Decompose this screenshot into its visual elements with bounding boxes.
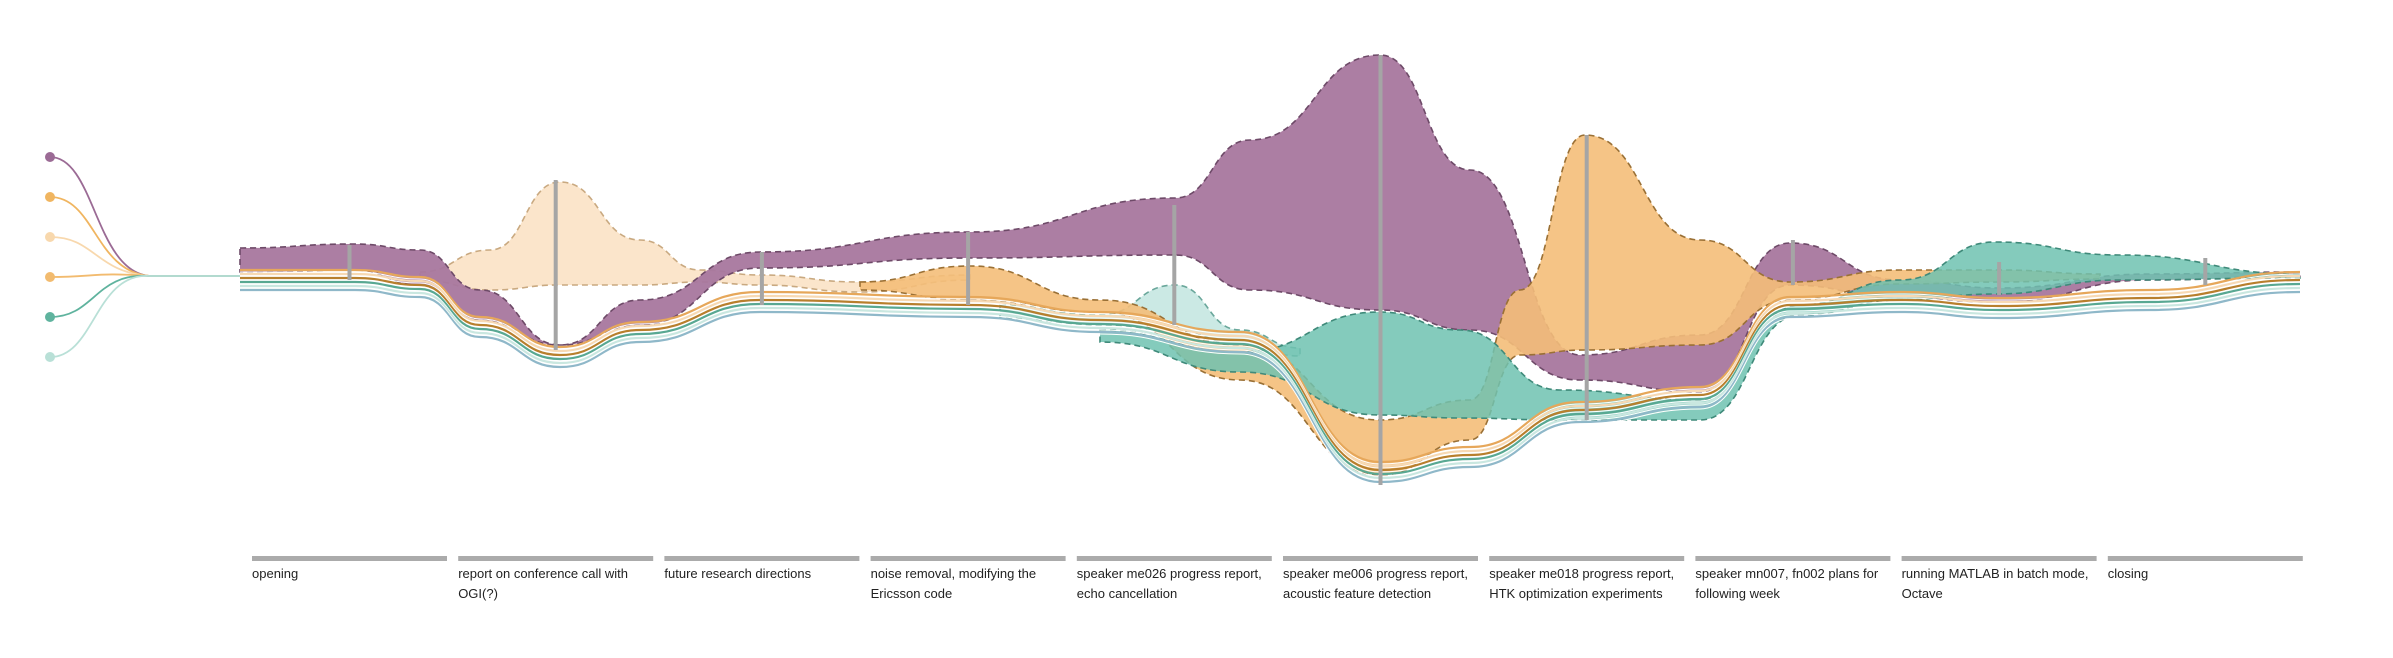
speaker-dot[interactable] xyxy=(45,232,55,242)
topic-bar[interactable] xyxy=(1076,556,1272,561)
topic-segment[interactable]: speaker me018 progress report, HTK optimi… xyxy=(1489,556,1685,601)
speaker-legend xyxy=(45,152,240,362)
topic-segment[interactable]: noise removal, modifying the Ericsson cod… xyxy=(870,556,1066,601)
speaker-thread-highlight xyxy=(240,287,2301,481)
speaker-origin-curve xyxy=(49,236,240,277)
topic-bar[interactable] xyxy=(1283,556,1478,561)
speaker-thread-highlight xyxy=(240,283,2301,477)
topic-label-line1: speaker me006 progress report, xyxy=(1283,566,1468,581)
topic-bar[interactable] xyxy=(664,556,860,561)
topic-bar[interactable] xyxy=(252,556,447,561)
topic-label-line1: speaker me018 progress report, xyxy=(1489,566,1674,581)
speaker-origin-curve xyxy=(49,196,240,277)
topic-bar[interactable] xyxy=(2107,556,2303,561)
topic-label-line2: Ericsson code xyxy=(871,586,953,601)
topic-bar[interactable] xyxy=(458,556,654,561)
topic-label-line1: opening xyxy=(252,566,298,581)
topic-label-line1: running MATLAB in batch mode, xyxy=(1902,566,2089,581)
topic-label-line2: Octave xyxy=(1902,586,1943,601)
speaker-thread-highlight xyxy=(240,291,2301,485)
stream-cream xyxy=(419,181,971,293)
topic-label-line1: closing xyxy=(2108,566,2148,581)
speaker-streams xyxy=(239,54,2301,485)
topic-segment[interactable]: future research directions xyxy=(664,556,860,581)
topic-label-line2: OGI(?) xyxy=(458,586,498,601)
speaker-dot[interactable] xyxy=(45,192,55,202)
topic-label-line2: HTK optimization experiments xyxy=(1489,586,1663,601)
speaker-thread-highlight xyxy=(240,271,2301,465)
topic-segment[interactable]: speaker mn007, fn002 plans for following … xyxy=(1695,556,1891,601)
topic-label-line2: acoustic feature detection xyxy=(1283,586,1431,601)
topic-bar[interactable] xyxy=(870,556,1066,561)
topic-bar[interactable] xyxy=(1695,556,1891,561)
topic-label-line1: speaker me026 progress report, xyxy=(1077,566,1262,581)
speaker-thread-highlight xyxy=(240,279,2301,473)
topic-segment[interactable]: running MATLAB in batch mode, Octave xyxy=(1901,556,2097,601)
topic-label-line2: following week xyxy=(1695,586,1780,601)
speaker-dot[interactable] xyxy=(45,152,55,162)
speaker-origin-curve xyxy=(49,275,240,358)
topic-label-line2: echo cancellation xyxy=(1077,586,1177,601)
topic-segment[interactable]: closing xyxy=(2107,556,2303,581)
speaker-thread-highlight xyxy=(240,275,2301,469)
stream-purple xyxy=(239,54,2301,393)
topic-segment[interactable]: report on conference call with OGI(?) xyxy=(458,556,654,601)
topic-segment[interactable]: opening xyxy=(252,556,447,581)
speaker-thread xyxy=(240,276,2301,472)
topic-segment[interactable]: speaker me026 progress report, echo cance… xyxy=(1076,556,1272,601)
topic-label-line1: report on conference call with xyxy=(458,566,628,581)
topic-label-line1: future research directions xyxy=(664,566,811,581)
speaker-thread xyxy=(239,272,2301,468)
speaker-dot[interactable] xyxy=(45,352,55,362)
speaker-origin-curve xyxy=(49,275,240,318)
topic-bar[interactable] xyxy=(1489,556,1685,561)
speaker-thread xyxy=(239,280,2301,476)
speaker-thread xyxy=(240,268,2301,464)
topic-label-line1: speaker mn007, fn002 plans for xyxy=(1695,566,1879,581)
speaker-thread xyxy=(240,288,2301,484)
topic-label-line1: noise removal, modifying the xyxy=(871,566,1036,581)
speaker-dot[interactable] xyxy=(45,312,55,322)
topic-bar[interactable] xyxy=(1901,556,2097,561)
speaker-dot[interactable] xyxy=(45,272,55,282)
topic-timeline: opening report on conference call with OGI… xyxy=(252,556,2303,601)
topic-segment[interactable]: speaker me006 progress report, acoustic f… xyxy=(1283,556,1478,601)
speaker-thread xyxy=(239,284,2301,480)
speaker-origin-curve xyxy=(49,156,240,277)
